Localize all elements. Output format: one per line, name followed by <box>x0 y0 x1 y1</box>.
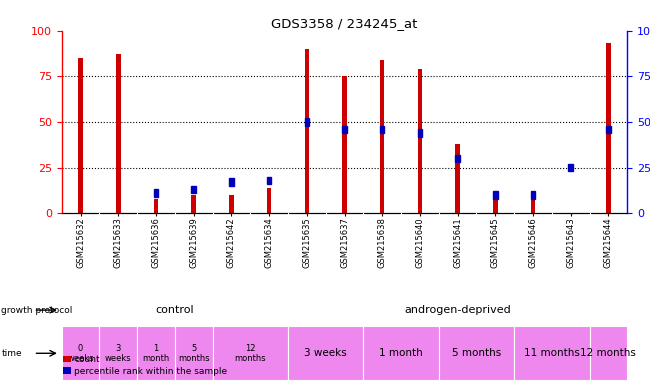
Text: 1 month: 1 month <box>379 348 423 358</box>
Bar <box>267 188 271 213</box>
Bar <box>418 69 422 213</box>
Text: time: time <box>1 349 22 358</box>
Text: 1
month: 1 month <box>142 344 170 362</box>
Bar <box>456 144 460 213</box>
Bar <box>305 118 309 126</box>
Title: GDS3358 / 234245_at: GDS3358 / 234245_at <box>271 17 418 30</box>
Legend: count, percentile rank within the sample: count, percentile rank within the sample <box>60 352 231 379</box>
Bar <box>531 197 535 213</box>
Bar <box>229 179 233 186</box>
Bar <box>343 126 346 133</box>
Bar <box>192 195 196 213</box>
Bar <box>343 76 346 213</box>
Bar <box>267 177 271 184</box>
Bar <box>192 186 196 193</box>
Bar <box>305 49 309 213</box>
Bar <box>606 43 610 213</box>
Bar <box>229 195 233 213</box>
Text: control: control <box>155 305 194 315</box>
Bar <box>493 199 497 213</box>
Text: 11 months: 11 months <box>524 348 580 358</box>
Bar <box>606 126 610 133</box>
Bar <box>154 189 158 197</box>
Text: 3 weeks: 3 weeks <box>304 348 347 358</box>
Text: growth protocol: growth protocol <box>1 306 73 314</box>
Bar <box>569 164 573 171</box>
Text: 12 months: 12 months <box>580 348 636 358</box>
Text: 5
months: 5 months <box>178 344 209 362</box>
Bar <box>380 126 384 133</box>
Bar <box>380 60 384 213</box>
Bar <box>418 129 422 137</box>
Bar <box>154 199 158 213</box>
Text: 3
weeks: 3 weeks <box>105 344 131 362</box>
Text: 5 months: 5 months <box>452 348 501 358</box>
Text: androgen-deprived: androgen-deprived <box>404 305 511 315</box>
Text: 12
months: 12 months <box>235 344 266 362</box>
Bar <box>79 58 83 213</box>
Bar <box>456 155 460 162</box>
Text: 0
weeks: 0 weeks <box>68 344 94 362</box>
Bar <box>531 191 535 199</box>
Bar <box>493 191 497 199</box>
Bar <box>116 55 120 213</box>
